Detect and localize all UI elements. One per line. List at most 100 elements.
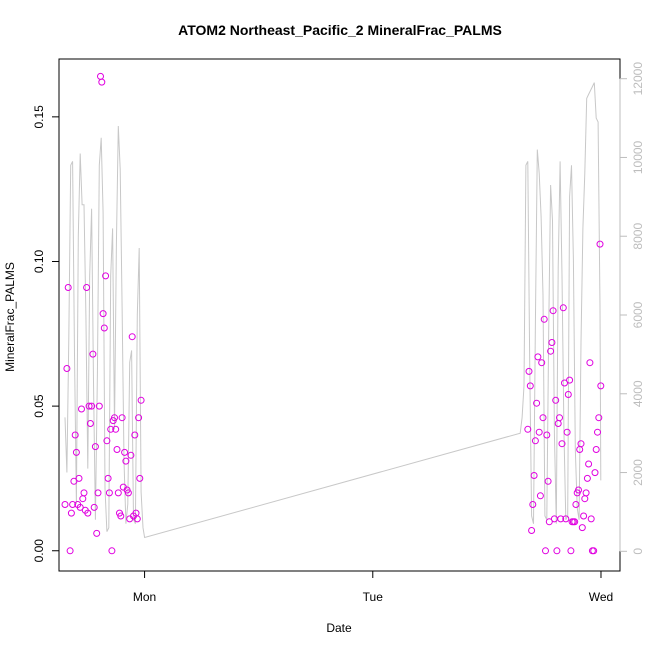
y-tick-label: 0.15 <box>32 105 46 129</box>
data-point <box>131 431 139 439</box>
data-point <box>552 396 560 404</box>
data-point <box>531 437 539 445</box>
data-point <box>580 512 588 520</box>
data-point <box>80 489 88 497</box>
data-point <box>594 428 601 436</box>
data-point <box>113 446 121 453</box>
data-point <box>75 474 83 482</box>
data-point <box>554 420 562 427</box>
chart-title: ATOM2 Northeast_Pacific_2 MineralFrac_PA… <box>178 22 502 38</box>
data-point <box>66 547 74 555</box>
data-point <box>529 501 537 508</box>
data-point <box>69 501 77 508</box>
y2-tick-label: 10000 <box>631 140 645 174</box>
data-point <box>117 512 125 520</box>
data-point <box>528 527 536 534</box>
x-axis-label: Date <box>326 621 352 635</box>
y2-tick-label: 4000 <box>631 380 645 407</box>
data-point <box>572 501 580 508</box>
data-point <box>553 547 561 555</box>
data-point <box>127 451 135 459</box>
data-point <box>88 402 96 410</box>
data-point <box>112 425 120 433</box>
data-point <box>559 304 567 312</box>
data-point <box>64 284 72 291</box>
y-tick-label: 0.10 <box>32 249 46 273</box>
data-point <box>536 492 544 500</box>
data-point <box>89 350 97 358</box>
data-point <box>525 367 533 375</box>
data-point <box>84 509 92 517</box>
data-point <box>563 428 571 436</box>
data-point <box>582 489 590 497</box>
y-axis-left: 0.00 0.05 0.10 0.15 <box>32 105 59 562</box>
data-point <box>111 414 118 422</box>
data-point <box>102 272 110 280</box>
data-point <box>95 402 103 410</box>
data-point <box>137 396 145 404</box>
x-tick-label: Mon <box>133 590 156 604</box>
gray-line-series <box>64 82 602 539</box>
data-point <box>118 414 126 422</box>
data-point <box>124 489 132 497</box>
data-point <box>76 503 84 511</box>
data-point <box>538 359 546 367</box>
data-point <box>79 495 87 503</box>
data-point <box>94 489 102 497</box>
data-point <box>591 469 599 477</box>
data-point <box>108 547 116 555</box>
magenta-point-series <box>61 72 605 555</box>
data-point <box>67 509 75 517</box>
data-point <box>578 524 586 532</box>
data-point <box>93 529 101 537</box>
data-point <box>545 518 553 526</box>
data-point <box>107 425 115 433</box>
data-point <box>581 495 589 503</box>
y-axis-label: MineralFrac_PALMS <box>3 262 17 372</box>
data-point <box>571 518 579 526</box>
data-point <box>524 425 532 433</box>
data-point <box>562 515 570 523</box>
data-point <box>103 437 111 445</box>
data-point <box>114 489 122 497</box>
data-point <box>71 431 79 439</box>
data-point <box>530 472 538 479</box>
data-point <box>99 310 107 318</box>
data-point <box>566 376 574 384</box>
data-point <box>595 414 603 422</box>
data-point <box>544 477 552 485</box>
data-point <box>100 324 108 332</box>
data-point <box>104 474 112 482</box>
data-point <box>564 391 572 398</box>
y2-tick-label: 0 <box>631 548 645 555</box>
series-line-path <box>64 82 602 539</box>
data-point <box>583 474 591 482</box>
data-point <box>70 477 78 485</box>
data-point <box>585 460 593 468</box>
data-point <box>97 72 104 80</box>
data-point <box>548 339 556 346</box>
data-point <box>133 515 141 523</box>
data-point <box>535 428 543 436</box>
y-tick-label: 0.05 <box>32 394 46 418</box>
data-point <box>128 333 136 341</box>
y2-tick-label: 2000 <box>631 459 645 486</box>
data-point <box>567 547 575 555</box>
data-point <box>575 486 582 494</box>
data-point <box>597 382 605 390</box>
data-point <box>526 382 534 390</box>
data-point <box>534 353 542 361</box>
data-point <box>540 315 548 323</box>
data-point <box>587 515 595 523</box>
data-point <box>121 448 129 456</box>
data-point <box>533 399 541 407</box>
data-point <box>86 420 94 427</box>
data-point <box>586 359 594 367</box>
data-point <box>561 379 568 387</box>
x-tick-label: Wed <box>589 590 613 604</box>
data-point <box>78 405 85 413</box>
data-point <box>547 347 555 355</box>
data-point <box>90 503 98 511</box>
data-point <box>590 547 598 555</box>
